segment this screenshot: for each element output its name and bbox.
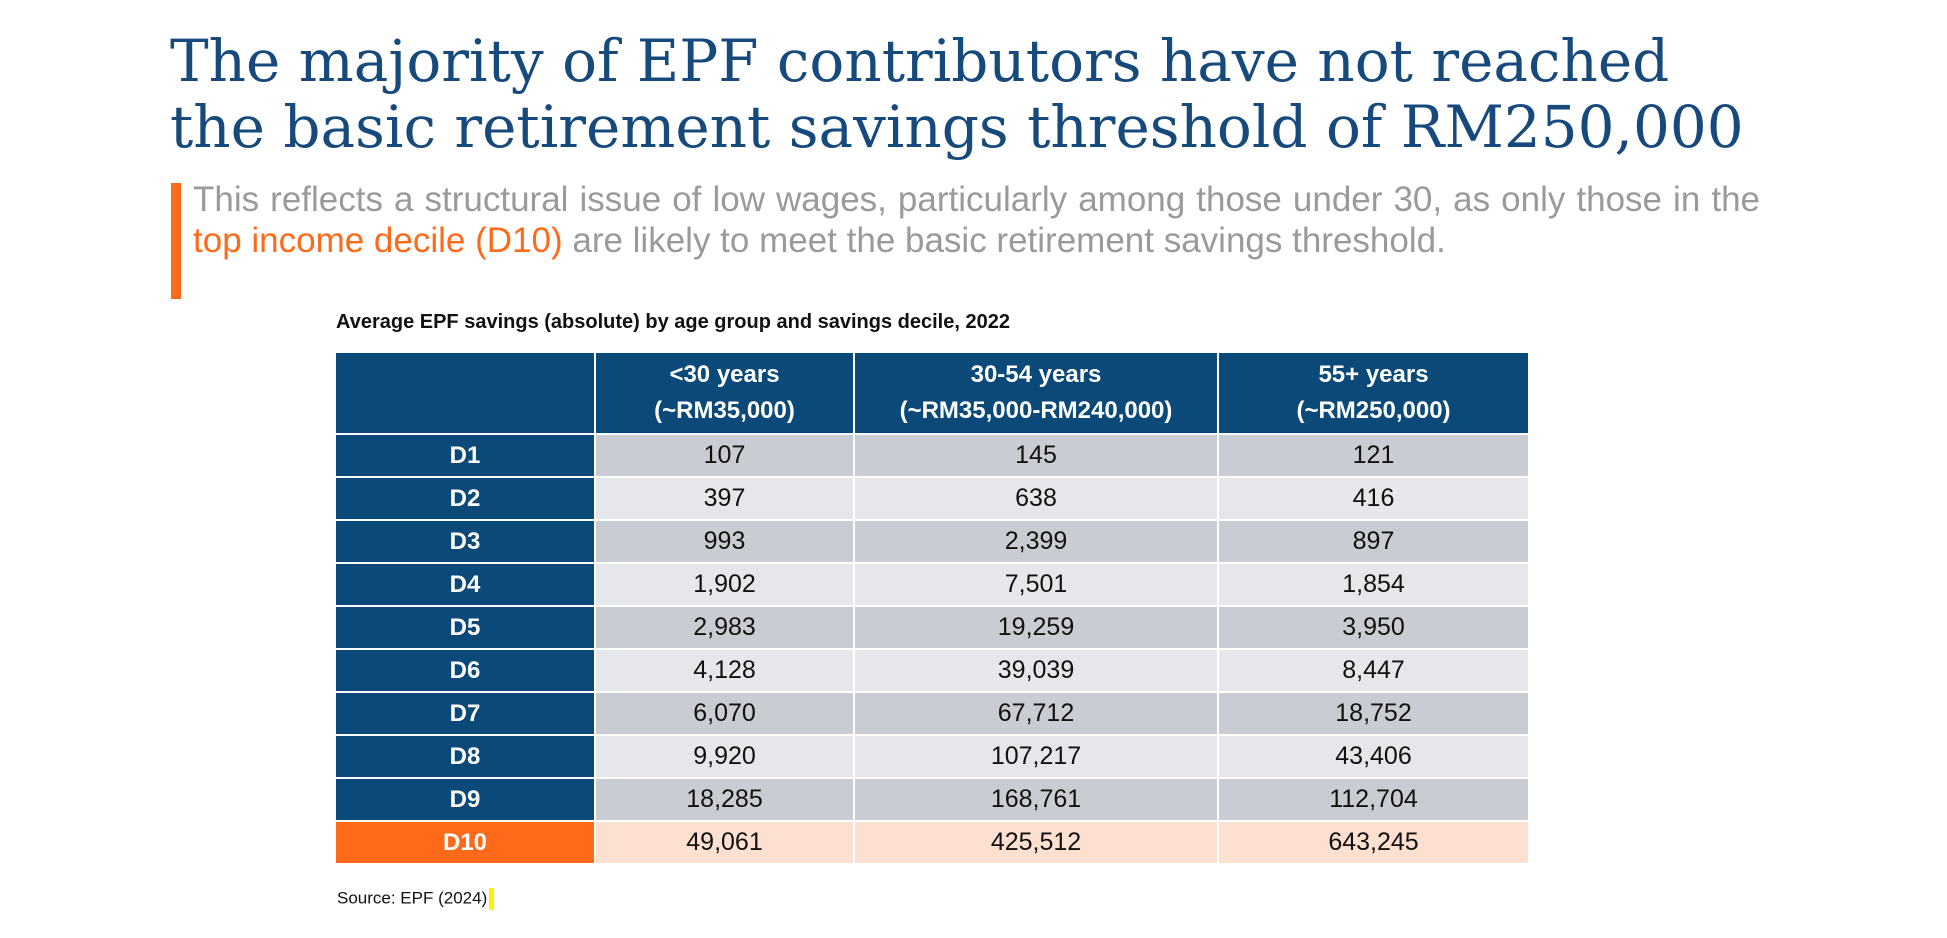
decile-label: D9 <box>334 777 596 822</box>
table-row: D3 993 2,399 897 <box>334 519 1530 564</box>
cell-under-30: 18,285 <box>594 777 855 822</box>
header-label: 55+ years <box>1318 361 1429 388</box>
table-row: D9 18,285 168,761 112,704 <box>334 777 1530 822</box>
cell-under-30: 107 <box>594 433 855 478</box>
page-title: The majority of EPF contributors have no… <box>170 27 1744 161</box>
cell-30-54: 39,039 <box>853 648 1219 693</box>
cell-under-30: 397 <box>594 476 855 521</box>
cell-55-plus: 8,447 <box>1217 648 1530 693</box>
cell-30-54: 19,259 <box>853 605 1219 650</box>
table-row: D4 1,902 7,501 1,854 <box>334 562 1530 607</box>
decile-label: D1 <box>334 433 596 478</box>
cell-30-54: 425,512 <box>853 820 1219 865</box>
cell-under-30: 4,128 <box>594 648 855 693</box>
decile-label: D4 <box>334 562 596 607</box>
highlight-mark <box>489 888 495 910</box>
cell-30-54: 67,712 <box>853 691 1219 736</box>
cell-under-30: 9,920 <box>594 734 855 779</box>
table-row: D8 9,920 107,217 43,406 <box>334 734 1530 779</box>
subtitle-highlight: top income decile (D10) <box>193 221 563 260</box>
header-label: 30-54 years <box>970 361 1102 388</box>
cell-30-54: 107,217 <box>853 734 1219 779</box>
cell-under-30: 49,061 <box>594 820 855 865</box>
table-row: D6 4,128 39,039 8,447 <box>334 648 1530 693</box>
cell-55-plus: 643,245 <box>1217 820 1530 865</box>
decile-label: D7 <box>334 691 596 736</box>
table-header-row: <30 years (~RM35,000) 30-54 years (~RM35… <box>334 351 1530 435</box>
cell-under-30: 2,983 <box>594 605 855 650</box>
header-sublabel: (~RM35,000) <box>654 397 795 424</box>
cell-30-54: 2,399 <box>853 519 1219 564</box>
cell-under-30: 6,070 <box>594 691 855 736</box>
cell-55-plus: 1,854 <box>1217 562 1530 607</box>
subtitle-text-end: are likely to meet the basic retirement … <box>562 221 1446 260</box>
decile-label: D3 <box>334 519 596 564</box>
table-title: Average EPF savings (absolute) by age gr… <box>336 311 1010 333</box>
decile-label: D2 <box>334 476 596 521</box>
decile-label: D5 <box>334 605 596 650</box>
table-row-highlight: D10 49,061 425,512 643,245 <box>334 820 1530 865</box>
cell-55-plus: 416 <box>1217 476 1530 521</box>
cell-30-54: 7,501 <box>853 562 1219 607</box>
cell-30-54: 145 <box>853 433 1219 478</box>
cell-55-plus: 121 <box>1217 433 1530 478</box>
cell-55-plus: 43,406 <box>1217 734 1530 779</box>
header-label: <30 years <box>669 361 780 388</box>
decile-label: D6 <box>334 648 596 693</box>
table-row: D7 6,070 67,712 18,752 <box>334 691 1530 736</box>
header-under-30: <30 years (~RM35,000) <box>594 351 855 435</box>
header-55-plus: 55+ years (~RM250,000) <box>1217 351 1530 435</box>
source-note: Source: EPF (2024) <box>337 888 495 910</box>
subtitle-text: This reflects a structural issue of low … <box>193 180 1760 219</box>
accent-bar <box>171 183 181 299</box>
table-row: D1 107 145 121 <box>334 433 1530 478</box>
cell-30-54: 168,761 <box>853 777 1219 822</box>
cell-55-plus: 3,950 <box>1217 605 1530 650</box>
header-corner <box>334 351 596 435</box>
source-text: Source: EPF (2024) <box>337 888 488 908</box>
cell-55-plus: 897 <box>1217 519 1530 564</box>
decile-label: D8 <box>334 734 596 779</box>
cell-55-plus: 18,752 <box>1217 691 1530 736</box>
cell-30-54: 638 <box>853 476 1219 521</box>
cell-55-plus: 112,704 <box>1217 777 1530 822</box>
subtitle: This reflects a structural issue of low … <box>193 179 1760 261</box>
cell-under-30: 993 <box>594 519 855 564</box>
table-row: D5 2,983 19,259 3,950 <box>334 605 1530 650</box>
savings-table: <30 years (~RM35,000) 30-54 years (~RM35… <box>334 351 1530 865</box>
cell-under-30: 1,902 <box>594 562 855 607</box>
header-30-54: 30-54 years (~RM35,000-RM240,000) <box>853 351 1219 435</box>
header-sublabel: (~RM250,000) <box>1296 397 1451 424</box>
header-sublabel: (~RM35,000-RM240,000) <box>899 397 1173 424</box>
decile-label: D10 <box>334 820 596 865</box>
table-row: D2 397 638 416 <box>334 476 1530 521</box>
